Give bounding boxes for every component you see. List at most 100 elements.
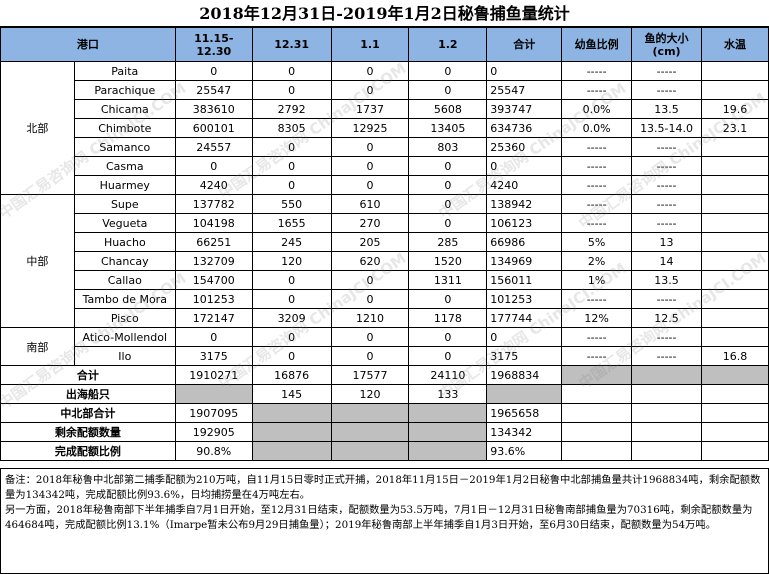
cell-total: 101253 — [486, 289, 563, 309]
table-row: Callao 154700 0 0 1311 156011 1% 13.5 — [1, 270, 769, 290]
summary-label: 合计 — [0, 365, 176, 385]
cell-fish-size: 14 — [631, 251, 703, 271]
cell-juvenile-ratio: ----- — [561, 213, 633, 233]
cell-fish-size: ----- — [631, 346, 703, 366]
cell-1231: 1655 — [251, 213, 332, 233]
cell-11: 620 — [330, 251, 410, 271]
cell-water-temp — [701, 289, 769, 309]
cell-11: 0 — [330, 289, 410, 309]
cell-1115-1230: 3175 — [174, 346, 253, 366]
cell-1115-1230: 600101 — [174, 118, 253, 138]
cell-1231: 0 — [251, 327, 332, 347]
cell-water-temp — [701, 194, 769, 214]
cell-total: 393747 — [486, 99, 563, 119]
cell-water-temp: 19.6 — [701, 99, 769, 119]
cell-total: 134969 — [486, 251, 563, 271]
table-row: 南部 Atico-Mollendol 0 0 0 0 0 ----- ----- — [0, 327, 769, 366]
cell-fish-size: ----- — [631, 213, 703, 233]
notes: 备注：2018年秘鲁中北部第二捕季配额为210万吨，自11月15日零时正式开捕，… — [0, 468, 769, 574]
cell-11: 1737 — [330, 99, 410, 119]
summary-cell-empty — [631, 365, 703, 385]
summary-cell-p1: 1907095 — [174, 403, 253, 423]
summary-cell-total: 134342 — [486, 422, 563, 442]
summary-cell-empty — [561, 422, 633, 442]
summary-cell-p2 — [251, 441, 332, 461]
cell-1231: 2792 — [251, 99, 332, 119]
port-name: Pisco — [73, 308, 176, 328]
summary-cell-p1 — [174, 384, 253, 404]
region-north: 北部 — [0, 61, 75, 195]
port-name: Atico-Mollendol — [73, 327, 176, 347]
cell-total: 156011 — [486, 270, 563, 290]
summary-cell-p2: 145 — [251, 384, 332, 404]
cell-1115-1230: 104198 — [174, 213, 253, 233]
cell-juvenile-ratio: ----- — [561, 137, 633, 157]
header-period: 11.15-12.30 — [174, 27, 253, 62]
cell-1231: 120 — [251, 251, 332, 271]
port-name: Samanco — [73, 137, 176, 157]
cell-water-temp — [701, 137, 769, 157]
cell-fish-size: 13.5 — [631, 270, 703, 290]
summary-cell-p3: 17577 — [330, 365, 410, 385]
summary-cell-p4 — [408, 441, 488, 461]
table-row: Huarmey 4240 0 0 0 4240 ----- ----- — [1, 175, 769, 195]
cell-water-temp — [701, 80, 769, 100]
cell-fish-size: ----- — [631, 137, 703, 157]
port-name: Chicama — [73, 99, 176, 119]
cell-1231: 0 — [251, 270, 332, 290]
table-row: Huacho 66251 245 205 285 66986 5% 13 — [1, 232, 769, 252]
cell-total: 634736 — [486, 118, 563, 138]
cell-water-temp — [701, 156, 769, 176]
cell-1231: 0 — [251, 61, 332, 81]
summary-cell-p1: 90.8% — [174, 441, 253, 461]
cell-juvenile-ratio: ----- — [561, 194, 633, 214]
table-row: Vegueta 104198 1655 270 0 106123 ----- ----- — [1, 213, 769, 233]
table-row: Casma 0 0 0 0 0 ----- ----- — [1, 156, 769, 176]
cell-fish-size: 13.5 — [631, 99, 703, 119]
cell-water-temp — [701, 213, 769, 233]
cell-juvenile-ratio: 0.0% — [561, 118, 633, 138]
region-central: 中部 — [0, 194, 75, 328]
table-row: Chimbote 600101 8305 12925 13405 634736 0.0% 13… — [1, 118, 769, 138]
summary-ratio-row: 完成配额比例 90.8% 93.6% — [0, 441, 769, 461]
summary-cell-empty — [631, 422, 703, 442]
port-name: Callao — [73, 270, 176, 290]
cell-1231: 550 — [251, 194, 332, 214]
cell-water-temp — [701, 251, 769, 271]
cell-11: 0 — [330, 80, 410, 100]
summary-cell-empty — [561, 384, 633, 404]
header-juvenile: 幼鱼比例 — [561, 27, 633, 62]
cell-juvenile-ratio: ----- — [561, 175, 633, 195]
cell-total: 0 — [486, 327, 563, 347]
cell-water-temp: 23.1 — [701, 118, 769, 138]
cell-water-temp — [701, 61, 769, 81]
cell-1115-1230: 4240 — [174, 175, 253, 195]
note-paragraph: 备注：2018年秘鲁中北部第二捕季配额为210万吨，自11月15日零时正式开捕，… — [5, 474, 761, 501]
cell-12: 803 — [408, 137, 488, 157]
summary-cell-empty — [701, 403, 769, 423]
header-size: 鱼的大小 (cm) — [631, 27, 703, 62]
port-name: Chimbote — [73, 118, 176, 138]
cell-12: 0 — [408, 80, 488, 100]
catch-table: 港口 11.15-12.30 12.31 1.1 1.2 合计 幼鱼比例 鱼的大… — [0, 27, 769, 461]
table-row: Samanco 24557 0 0 803 25360 ----- ----- — [1, 137, 769, 157]
table-row: Ilo 3175 0 0 0 3175 ----- ----- 16.8 — [1, 346, 769, 366]
port-name: Paita — [73, 61, 176, 81]
summary-cell-empty — [701, 384, 769, 404]
cell-12: 13405 — [408, 118, 488, 138]
cell-1115-1230: 24557 — [174, 137, 253, 157]
cell-1115-1230: 101253 — [174, 289, 253, 309]
table-row: Parachique 25547 0 0 0 25547 ----- ----- — [1, 80, 769, 100]
cell-total: 25360 — [486, 137, 563, 157]
summary-cell-empty — [701, 422, 769, 442]
cell-11: 0 — [330, 61, 410, 81]
cell-12: 0 — [408, 289, 488, 309]
cell-juvenile-ratio: ----- — [561, 80, 633, 100]
summary-cell-total — [486, 384, 563, 404]
cell-12: 285 — [408, 232, 488, 252]
cell-12: 0 — [408, 61, 488, 81]
summary-cell-p4: 24110 — [408, 365, 488, 385]
port-name: Tambo de Mora — [73, 289, 176, 309]
cell-11: 0 — [330, 175, 410, 195]
table-row: 北部 Paita 0 0 0 0 0 ----- ----- — [0, 61, 769, 195]
